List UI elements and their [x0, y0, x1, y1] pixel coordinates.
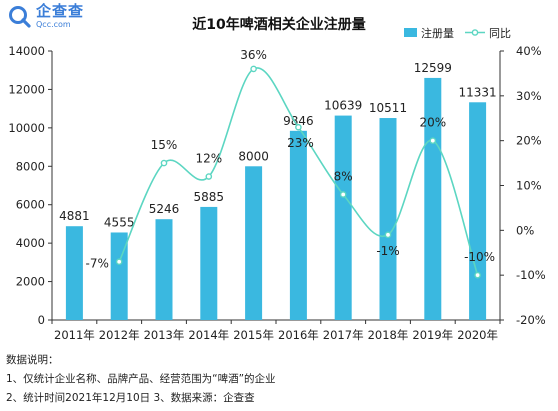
bar-value-label: 5246	[149, 202, 180, 216]
bar-value-label: 9846	[283, 114, 314, 128]
x-tick-label: 2016年	[278, 328, 319, 342]
x-tick-label: 2015年	[233, 328, 274, 342]
yoy-value-label: 15%	[151, 138, 178, 152]
notes-line-2: 2、统计时间2021年12月10日 3、数据来源：企查查	[6, 392, 255, 404]
bar	[379, 118, 397, 321]
yoy-point	[295, 123, 302, 131]
bar-value-label: 10639	[324, 99, 362, 113]
brand-logo: 企查查 Qcc.com	[8, 4, 84, 29]
y-right-tick-label: 20%	[516, 134, 542, 148]
yoy-value-label: -1%	[376, 244, 399, 258]
yoy-value-label: 23%	[287, 136, 314, 150]
bar-value-label: 8000	[238, 149, 269, 163]
chart-legend: 注册量 同比	[404, 26, 511, 40]
brand-name-cn: 企查查	[36, 2, 85, 20]
x-tick-label: 2018年	[368, 328, 409, 342]
data-notes: 数据说明： 1、仅统计企业名称、品牌产品、经营范围为“啤酒”的企业 2、统计时间…	[6, 351, 276, 408]
legend-bar-label: 注册量	[421, 26, 454, 40]
bar-value-label: 4881	[59, 209, 90, 223]
bar-value-label: 5885	[194, 190, 225, 204]
y-right-tick-label: -20%	[516, 313, 546, 327]
yoy-point	[339, 191, 347, 198]
line-series	[115, 65, 481, 279]
y-right-tick-label: 0%	[516, 223, 534, 237]
y-right-tick-label: 10%	[516, 179, 542, 193]
yoy-value-label: 8%	[334, 169, 353, 183]
y-left-tick-label: 4000	[16, 236, 45, 250]
bar-value-label: 4555	[104, 215, 135, 229]
bar	[289, 130, 307, 320]
yoy-value-label: -10%	[464, 250, 495, 264]
notes-heading: 数据说明：	[6, 354, 59, 366]
bar	[469, 102, 487, 320]
yoy-value-label: 12%	[195, 152, 222, 166]
x-tick-label: 2020年	[457, 328, 498, 342]
chart-axes: 0 2000 4000 6000 8000 10000 12000 14000 -20% -10%…	[8, 44, 545, 342]
yoy-value-label: 36%	[240, 48, 267, 62]
x-tick-label: 2019年	[412, 328, 453, 342]
bar-series	[65, 77, 487, 321]
bar-value-label: 10511	[369, 101, 407, 115]
yoy-point	[384, 231, 392, 239]
bar	[200, 206, 218, 320]
bar	[424, 77, 442, 320]
y-right-tick-label: 40%	[516, 44, 542, 58]
y-left-tick-label: 2000	[16, 275, 45, 289]
y-left-tick-label: 0	[38, 313, 45, 327]
y-right-tick-label: -10%	[516, 268, 546, 282]
legend-bar-swatch	[404, 28, 417, 37]
y-left-tick-label: 8000	[16, 159, 45, 173]
x-tick-label: 2011年	[54, 328, 95, 342]
x-tick-label: 2013年	[144, 328, 185, 342]
brand-name-en: Qcc.com	[36, 20, 71, 29]
y-left-tick-label: 10000	[8, 121, 45, 135]
y-left-tick-label: 12000	[8, 82, 45, 96]
qcc-logo-icon	[9, 5, 31, 28]
bar	[65, 226, 83, 320]
bar	[245, 166, 263, 320]
bar	[334, 115, 352, 320]
x-tick-label: 2014年	[188, 328, 229, 342]
yoy-point	[429, 137, 437, 144]
bar-value-label: 11331	[459, 85, 497, 99]
legend-line-marker	[471, 29, 479, 36]
y-right-tick-label: 30%	[516, 89, 542, 103]
yoy-point	[115, 258, 123, 266]
bar-value-label: 12599	[414, 61, 452, 75]
y-left-tick-label: 6000	[16, 198, 45, 212]
combo-chart: 0 2000 4000 6000 8000 10000 12000 14000 -20% -10%…	[8, 26, 545, 342]
line-value-labels: -7% 15% 12% 36% 23% 8% -1% 20% -10%	[86, 48, 496, 271]
yoy-point	[205, 173, 213, 180]
yoy-value-label: -7%	[86, 257, 109, 271]
yoy-value-label: 20%	[419, 116, 446, 130]
notes-line-1: 1、仅统计企业名称、品牌产品、经营范围为“啤酒”的企业	[6, 373, 276, 385]
yoy-point	[474, 271, 481, 279]
chart-title: 近10年啤酒相关企业注册量	[192, 17, 366, 33]
x-tick-label: 2017年	[323, 328, 364, 342]
legend-line-label: 同比	[489, 27, 511, 40]
bar	[110, 232, 128, 320]
yoy-point	[160, 159, 168, 167]
bar-value-labels: 4881 4555 5246 5885 8000 9846 10639 10511 12599 1…	[59, 61, 497, 230]
y-left-tick-label: 14000	[8, 44, 45, 58]
bar	[155, 219, 173, 320]
x-tick-label: 2012年	[99, 328, 140, 342]
yoy-point	[250, 65, 257, 73]
